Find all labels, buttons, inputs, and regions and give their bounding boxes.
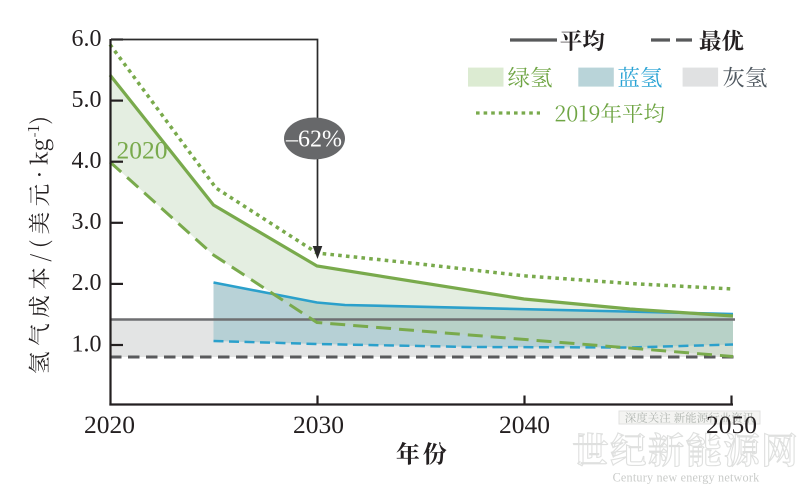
svg-text:2050: 2050 (706, 410, 757, 439)
svg-text:4.0: 4.0 (72, 148, 102, 174)
svg-text:6.0: 6.0 (72, 26, 102, 52)
svg-text:2040: 2040 (499, 410, 550, 439)
svg-text:3.0: 3.0 (72, 209, 102, 235)
svg-text:5.0: 5.0 (72, 87, 102, 113)
svg-text:2030: 2030 (293, 410, 344, 439)
svg-text:1.0: 1.0 (72, 331, 102, 357)
svg-text:–62%: –62% (285, 127, 342, 153)
svg-text:2.0: 2.0 (72, 270, 102, 296)
svg-text:2020: 2020 (84, 410, 135, 439)
svg-text:2020: 2020 (117, 136, 168, 165)
svg-text:Century new energy network: Century new energy network (613, 471, 760, 485)
